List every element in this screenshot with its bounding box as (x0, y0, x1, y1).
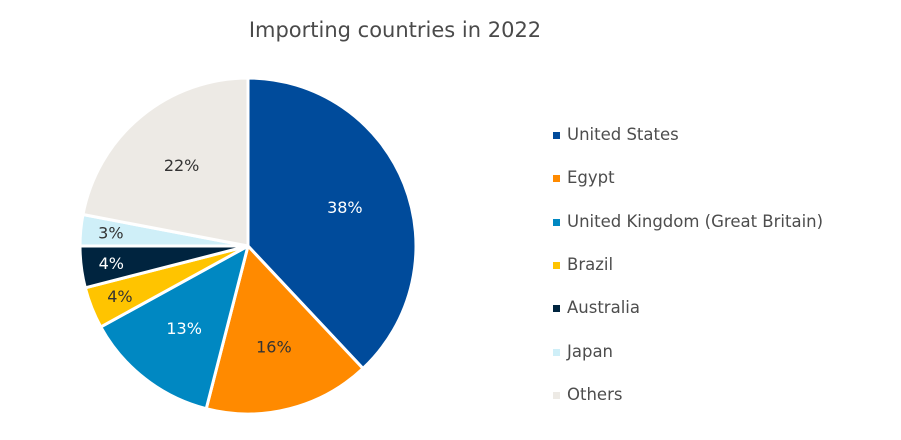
slice-label: 13% (166, 319, 202, 338)
legend: United States Egypt United Kingdom (Great … (553, 113, 823, 416)
legend-label: Others (567, 384, 623, 404)
legend-label: Brazil (567, 255, 614, 275)
legend-item: Australia (553, 286, 823, 329)
chart-title: Importing countries in 2022 (248, 18, 542, 42)
pie-slice (246, 76, 418, 370)
legend-item: Brazil (553, 243, 823, 286)
slice-label: 3% (98, 224, 123, 243)
slice-label: 16% (256, 337, 292, 356)
legend-swatch (553, 391, 560, 399)
slice-label: 4% (107, 287, 132, 306)
slice-label: 38% (327, 198, 363, 217)
legend-swatch (553, 262, 560, 270)
legend-label: United Kingdom (Great Britain) (567, 211, 824, 231)
legend-label: United States (567, 125, 679, 145)
slice-label: 22% (164, 156, 200, 175)
pie-slice (99, 244, 250, 411)
legend-item: United States (553, 113, 823, 156)
legend-label: Egypt (567, 168, 615, 188)
legend-item: Egypt (553, 156, 823, 199)
legend-swatch (553, 348, 560, 356)
legend-swatch (553, 305, 560, 313)
legend-swatch (553, 218, 560, 226)
legend-label: Japan (567, 341, 614, 361)
slice-label: 4% (99, 254, 124, 273)
legend-label: Australia (567, 298, 640, 318)
pie-slice (204, 244, 365, 416)
pie-slice (81, 76, 250, 248)
legend-swatch (553, 175, 560, 183)
legend-item: Others (553, 373, 823, 416)
legend-item: United Kingdom (Great Britain) (553, 200, 823, 243)
legend-item: Japan (553, 329, 823, 372)
legend-swatch (553, 132, 560, 140)
